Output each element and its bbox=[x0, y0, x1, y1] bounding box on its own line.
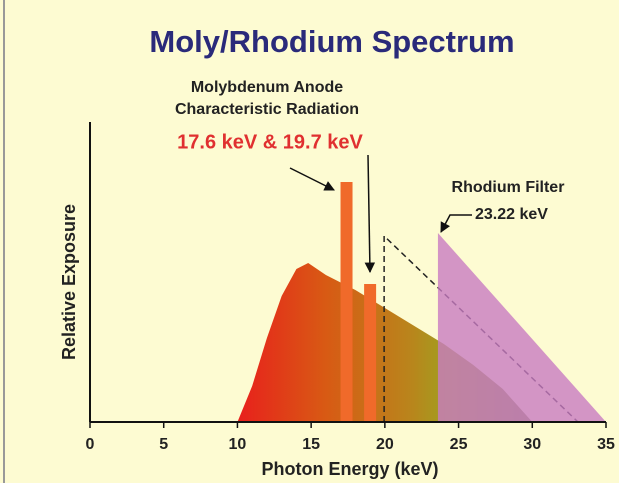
annotation: Rhodium Filter bbox=[452, 179, 565, 196]
characteristic-line bbox=[364, 284, 377, 422]
characteristic-line bbox=[340, 182, 353, 422]
x-tick-label: 5 bbox=[159, 436, 168, 453]
annotation: Molybdenum Anode bbox=[191, 79, 343, 96]
x-tick-label: 15 bbox=[302, 436, 320, 453]
y-axis-label: Relative Exposure bbox=[59, 204, 79, 360]
x-axis-label: Photon Energy (keV) bbox=[261, 459, 438, 479]
annotation: Characteristic Radiation bbox=[175, 101, 359, 118]
arrow bbox=[364, 154, 376, 274]
arrow bbox=[289, 167, 335, 191]
annotation: 23.22 keV bbox=[475, 206, 548, 223]
x-tick-label: 35 bbox=[597, 436, 615, 453]
spectrum-filled bbox=[437, 233, 606, 422]
x-tick-label: 20 bbox=[376, 436, 394, 453]
annotation: 17.6 keV & 19.7 keV bbox=[177, 131, 363, 153]
x-tick-label: 30 bbox=[523, 436, 541, 453]
x-tick-label: 10 bbox=[229, 436, 247, 453]
x-tick-label: 25 bbox=[450, 436, 468, 453]
x-tick-label: 0 bbox=[86, 436, 95, 453]
arrow bbox=[440, 214, 472, 233]
arrows bbox=[289, 154, 472, 274]
plot-area: 0 5 10 15 20 25 30 35 bbox=[86, 122, 615, 453]
chart-title: Moly/Rhodium Spectrum bbox=[149, 24, 514, 59]
